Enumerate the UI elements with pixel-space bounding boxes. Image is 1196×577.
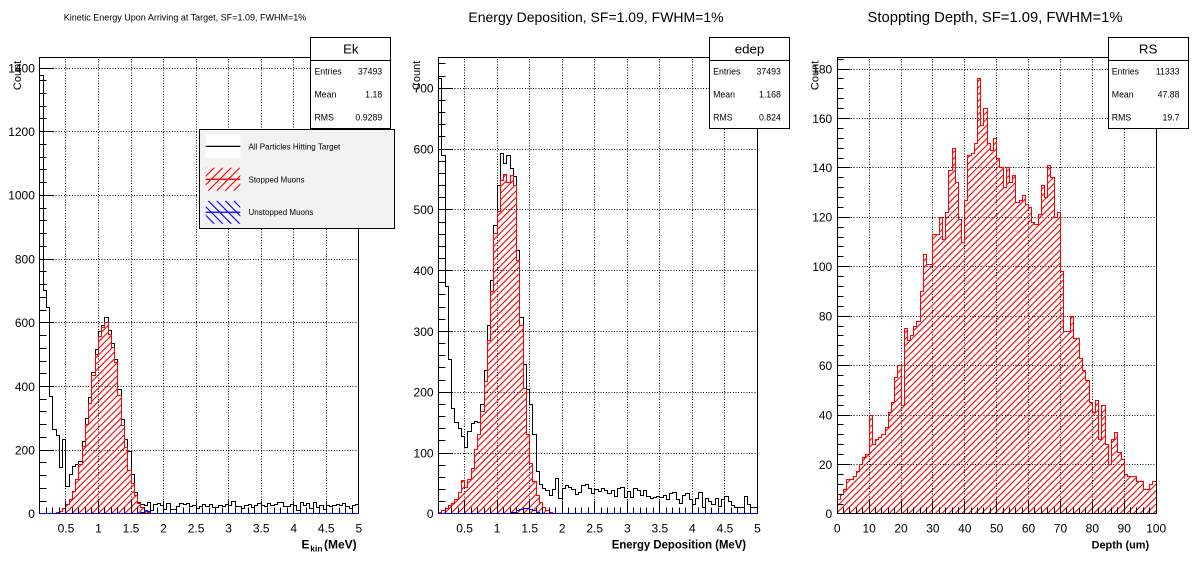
svg-text:47.88: 47.88 [1158, 90, 1180, 100]
svg-text:Depth (um): Depth (um) [1092, 540, 1150, 552]
svg-text:Mean: Mean [1112, 90, 1134, 100]
svg-text:80: 80 [819, 309, 833, 323]
svg-text:0.824: 0.824 [759, 112, 781, 122]
svg-text:20: 20 [894, 522, 908, 536]
svg-text:90: 90 [1118, 522, 1132, 536]
svg-text:1.5: 1.5 [521, 522, 538, 536]
svg-text:200: 200 [15, 444, 35, 458]
svg-text:Count: Count [12, 61, 24, 90]
svg-text:4.5: 4.5 [717, 522, 734, 536]
svg-text:5: 5 [754, 522, 761, 536]
svg-text:(MeV): (MeV) [324, 538, 357, 552]
svg-text:800: 800 [15, 252, 35, 266]
svg-text:2: 2 [160, 522, 167, 536]
svg-text:RMS: RMS [713, 112, 733, 122]
svg-text:0.9289: 0.9289 [355, 112, 382, 122]
svg-text:All Particles Hitting Target: All Particles Hitting Target [249, 142, 342, 151]
svg-text:1400: 1400 [8, 61, 35, 75]
svg-text:1.18: 1.18 [365, 90, 382, 100]
svg-text:1.168: 1.168 [759, 90, 781, 100]
svg-text:0.5: 0.5 [456, 522, 473, 536]
svg-text:100: 100 [812, 260, 832, 274]
svg-text:RMS: RMS [314, 112, 334, 122]
svg-text:1000: 1000 [8, 189, 35, 203]
svg-text:3.5: 3.5 [253, 522, 270, 536]
svg-text:Count: Count [411, 61, 423, 90]
svg-text:1200: 1200 [8, 125, 35, 139]
svg-text:Kinetic Energy Upon Arriving a: Kinetic Energy Upon Arriving at Target, … [64, 13, 306, 23]
svg-text:kin: kin [310, 544, 322, 554]
svg-text:100: 100 [414, 446, 434, 460]
svg-text:160: 160 [812, 112, 832, 126]
svg-text:3: 3 [225, 522, 232, 536]
svg-text:100: 100 [1146, 522, 1166, 536]
svg-text:120: 120 [812, 211, 832, 225]
svg-text:2.5: 2.5 [586, 522, 603, 536]
svg-text:Unstopped Muons: Unstopped Muons [249, 208, 314, 217]
svg-text:5: 5 [355, 522, 362, 536]
svg-text:1.5: 1.5 [123, 522, 140, 536]
svg-text:RS: RS [1139, 42, 1158, 57]
svg-text:Entries: Entries [314, 67, 342, 77]
svg-text:180: 180 [812, 62, 832, 76]
svg-text:1: 1 [494, 522, 501, 536]
svg-text:400: 400 [414, 264, 434, 278]
svg-text:4: 4 [689, 522, 696, 536]
svg-text:1: 1 [95, 522, 102, 536]
svg-text:700: 700 [414, 82, 434, 96]
svg-text:0: 0 [28, 507, 35, 521]
svg-text:edep: edep [735, 42, 765, 57]
svg-text:37493: 37493 [757, 67, 781, 77]
svg-text:500: 500 [414, 203, 434, 217]
svg-text:600: 600 [15, 316, 35, 330]
svg-text:Mean: Mean [314, 90, 336, 100]
svg-text:4.5: 4.5 [318, 522, 335, 536]
svg-text:30: 30 [926, 522, 940, 536]
svg-text:0: 0 [834, 522, 841, 536]
svg-text:Entries: Entries [713, 67, 741, 77]
svg-text:3: 3 [624, 522, 631, 536]
svg-text:Energy Deposition, SF=1.09, FW: Energy Deposition, SF=1.09, FWHM=1% [468, 9, 723, 25]
svg-text:Mean: Mean [713, 90, 735, 100]
svg-text:Count: Count [809, 61, 821, 90]
svg-text:10: 10 [862, 522, 876, 536]
svg-text:200: 200 [414, 386, 434, 400]
svg-text:Entries: Entries [1112, 67, 1140, 77]
svg-text:37493: 37493 [358, 67, 382, 77]
svg-text:0.5: 0.5 [58, 522, 75, 536]
svg-text:0: 0 [427, 507, 434, 521]
svg-text:11333: 11333 [1156, 67, 1180, 77]
svg-text:0: 0 [826, 507, 833, 521]
svg-text:19.7: 19.7 [1162, 112, 1179, 122]
svg-text:300: 300 [414, 325, 434, 339]
svg-text:2.5: 2.5 [188, 522, 205, 536]
svg-text:E: E [302, 538, 310, 552]
svg-text:20: 20 [819, 458, 833, 472]
svg-text:3.5: 3.5 [651, 522, 668, 536]
svg-text:RMS: RMS [1112, 112, 1132, 122]
svg-text:Energy Deposition (MeV): Energy Deposition (MeV) [612, 538, 746, 552]
svg-text:70: 70 [1054, 522, 1068, 536]
svg-text:40: 40 [819, 408, 833, 422]
svg-text:600: 600 [414, 142, 434, 156]
svg-text:2: 2 [559, 522, 566, 536]
svg-text:60: 60 [819, 359, 833, 373]
svg-text:Stoppting Depth, SF=1.09, FWHM: Stoppting Depth, SF=1.09, FWHM=1% [868, 10, 1123, 26]
svg-text:80: 80 [1086, 522, 1100, 536]
svg-text:400: 400 [15, 380, 35, 394]
svg-text:140: 140 [812, 161, 832, 175]
svg-text:4: 4 [290, 522, 297, 536]
svg-text:50: 50 [990, 522, 1004, 536]
svg-text:Ek: Ek [343, 42, 359, 57]
svg-text:60: 60 [1022, 522, 1036, 536]
svg-text:40: 40 [958, 522, 972, 536]
svg-text:Stopped Muons: Stopped Muons [249, 175, 305, 184]
